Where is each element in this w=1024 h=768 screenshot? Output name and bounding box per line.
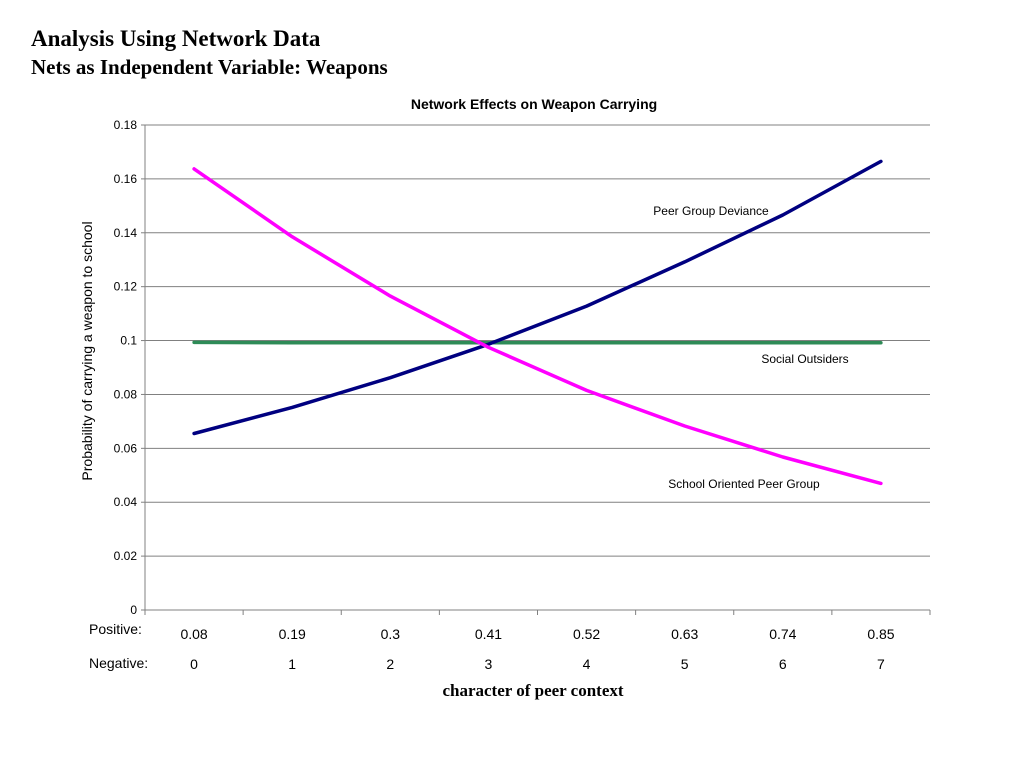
y-tick-label: 0.16 — [114, 172, 138, 186]
negative-value: 1 — [288, 656, 296, 672]
negative-value: 5 — [681, 656, 689, 672]
annotation-peer-group-deviance: Peer Group Deviance — [653, 204, 769, 218]
positive-value: 0.19 — [279, 626, 306, 642]
negative-value: 7 — [877, 656, 885, 672]
y-tick-label: 0.1 — [120, 334, 137, 348]
y-tick-label: 0.02 — [114, 549, 138, 563]
annotation-school-oriented-peer-group: School Oriented Peer Group — [668, 477, 820, 491]
y-tick-label: 0.06 — [114, 441, 138, 455]
series-annotations: Peer Group Deviance Social Outsiders Schoo… — [653, 204, 848, 491]
negative-row-label: Negative: — [89, 655, 148, 671]
axes: 0 0.02 0.04 0.06 0.08 0.1 0.12 0.14 0.16 0.18 — [114, 118, 931, 617]
positive-value: 0.63 — [671, 626, 698, 642]
positive-row-label: Positive: — [89, 621, 142, 637]
series-line-school-oriented-peer-group — [192, 167, 883, 486]
chart-title: Network Effects on Weapon Carrying — [411, 96, 657, 112]
negative-value: 3 — [485, 656, 493, 672]
negative-value: 6 — [779, 656, 787, 672]
y-tick-label: 0.08 — [114, 387, 138, 401]
y-axis-label: Probability of carrying a weapon to scho… — [79, 221, 95, 480]
y-tick-label: 0.04 — [114, 495, 138, 509]
gridlines — [145, 124, 930, 557]
y-tick-label: 0 — [130, 603, 137, 617]
x-value-rows: Positive: 0.08 0.19 0.3 0.41 0.52 0.63 0.74 0.85… — [89, 621, 895, 672]
positive-value: 0.85 — [867, 626, 894, 642]
slide-title: Analysis Using Network Data — [31, 26, 321, 51]
positive-value: 0.41 — [475, 626, 502, 642]
series-line-peer-group-deviance — [192, 159, 883, 436]
y-tick-label: 0.14 — [114, 226, 138, 240]
y-tick-label: 0.18 — [114, 118, 138, 132]
positive-value: 0.52 — [573, 626, 600, 642]
positive-value: 0.3 — [381, 626, 401, 642]
negative-value: 4 — [583, 656, 591, 672]
series-lines — [192, 159, 883, 486]
y-tick-label: 0.12 — [114, 280, 138, 294]
negative-value: 0 — [190, 656, 198, 672]
annotation-social-outsiders: Social Outsiders — [761, 352, 848, 366]
negative-value: 2 — [386, 656, 394, 672]
x-axis-label: character of peer context — [442, 681, 623, 700]
slide-subtitle: Nets as Independent Variable: Weapons — [31, 55, 388, 79]
positive-value: 0.08 — [180, 626, 207, 642]
positive-value: 0.74 — [769, 626, 796, 642]
